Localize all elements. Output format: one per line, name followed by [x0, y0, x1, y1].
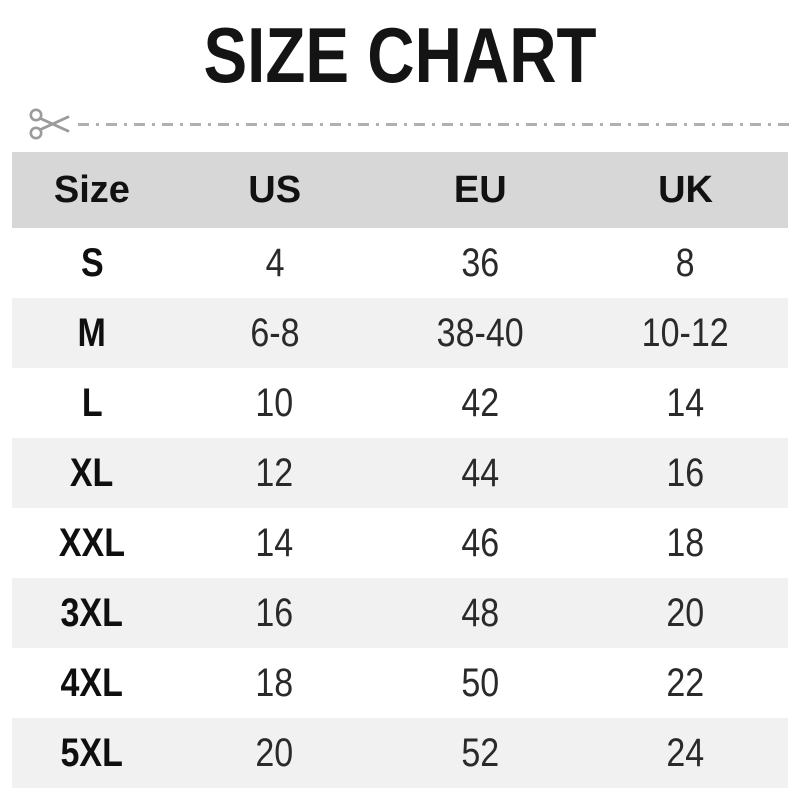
size-cell: 3XL: [12, 578, 172, 648]
size-cell: XL: [12, 438, 172, 508]
us-cell: 12: [171, 438, 378, 508]
size-label-text: XXL: [58, 520, 125, 565]
us-cell: 6-8: [171, 298, 378, 368]
size-value-text: 24: [666, 730, 705, 775]
table-row: 4XL 18 50 22: [12, 648, 788, 718]
size-cell: S: [12, 228, 172, 298]
uk-cell: 8: [583, 228, 788, 298]
eu-cell: 50: [377, 648, 583, 718]
size-value-text: 16: [666, 450, 705, 495]
size-cell: 5XL: [12, 718, 172, 788]
size-value-text: 36: [461, 240, 500, 285]
size-value-text: 4: [265, 240, 285, 285]
size-chart-table: Size US EU UK S 4 36 8 M 6-8 38-40 10-12 L 10 42 14…: [12, 152, 788, 788]
size-cell: L: [12, 368, 172, 438]
size-label-text: S: [80, 240, 104, 285]
uk-cell: 18: [583, 508, 788, 578]
size-cell: 4XL: [12, 648, 172, 718]
size-value-text: 46: [461, 520, 500, 565]
uk-cell: 22: [583, 648, 788, 718]
us-cell: 18: [172, 648, 378, 718]
size-label-text: 5XL: [60, 730, 124, 775]
uk-cell: 20: [583, 578, 788, 648]
size-value-text: 48: [461, 590, 500, 635]
table-row: L 10 42 14: [12, 368, 788, 438]
size-table-body: S 4 36 8 M 6-8 38-40 10-12 L 10 42 14 XL 12 44 16 XXL 14 4…: [12, 228, 788, 788]
size-value-text: 10-12: [642, 310, 730, 355]
header-size: Size: [12, 152, 172, 228]
table-row: 5XL 20 52 24: [12, 718, 788, 788]
size-value-text: 42: [461, 380, 500, 425]
size-value-text: 12: [255, 450, 294, 495]
size-label-text: 3XL: [60, 590, 124, 635]
size-value-text: 44: [461, 450, 500, 495]
table-row: XXL 14 46 18: [12, 508, 788, 578]
uk-cell: 10-12: [583, 298, 788, 368]
size-value-text: 14: [255, 520, 294, 565]
eu-cell: 48: [377, 578, 584, 648]
size-cell: XXL: [12, 508, 172, 578]
size-label-text: XL: [70, 450, 114, 495]
size-value-text: 50: [461, 660, 500, 705]
us-cell: 10: [172, 368, 378, 438]
size-value-text: 18: [255, 660, 294, 705]
eu-cell: 38-40: [377, 298, 584, 368]
table-header-row: Size US EU UK: [12, 152, 788, 228]
size-value-text: 52: [461, 730, 500, 775]
size-value-text: 38-40: [436, 310, 524, 355]
size-value-text: 22: [666, 660, 705, 705]
size-label-text: M: [77, 310, 107, 355]
page-title: SIZE CHART: [0, 0, 800, 94]
size-value-text: 10: [255, 380, 294, 425]
us-cell: 16: [171, 578, 378, 648]
table-row: M 6-8 38-40 10-12: [12, 298, 788, 368]
size-value-text: 6-8: [250, 310, 300, 355]
uk-cell: 16: [583, 438, 788, 508]
size-cell: M: [12, 298, 172, 368]
header-uk: UK: [583, 152, 788, 228]
size-label-text: L: [81, 380, 103, 425]
page-title-text: SIZE CHART: [203, 11, 597, 99]
eu-cell: 36: [377, 228, 583, 298]
eu-cell: 44: [377, 438, 584, 508]
cut-here-divider: [0, 104, 800, 144]
us-cell: 14: [172, 508, 378, 578]
eu-cell: 46: [377, 508, 583, 578]
us-cell: 20: [171, 718, 378, 788]
eu-cell: 42: [377, 368, 583, 438]
table-row: 3XL 16 48 20: [12, 578, 788, 648]
uk-cell: 14: [583, 368, 788, 438]
table-row: XL 12 44 16: [12, 438, 788, 508]
size-value-text: 8: [676, 240, 696, 285]
size-value-text: 14: [666, 380, 705, 425]
scissors-icon: [29, 108, 70, 140]
size-value-text: 20: [666, 590, 705, 635]
header-us: US: [171, 152, 378, 228]
uk-cell: 24: [583, 718, 788, 788]
table-row: S 4 36 8: [12, 228, 788, 298]
size-value-text: 16: [255, 590, 294, 635]
header-eu: EU: [377, 152, 584, 228]
dashed-cut-line: [78, 122, 790, 126]
size-label-text: 4XL: [60, 660, 124, 705]
size-value-text: 18: [666, 520, 705, 565]
eu-cell: 52: [377, 718, 584, 788]
us-cell: 4: [172, 228, 378, 298]
size-value-text: 20: [255, 730, 294, 775]
